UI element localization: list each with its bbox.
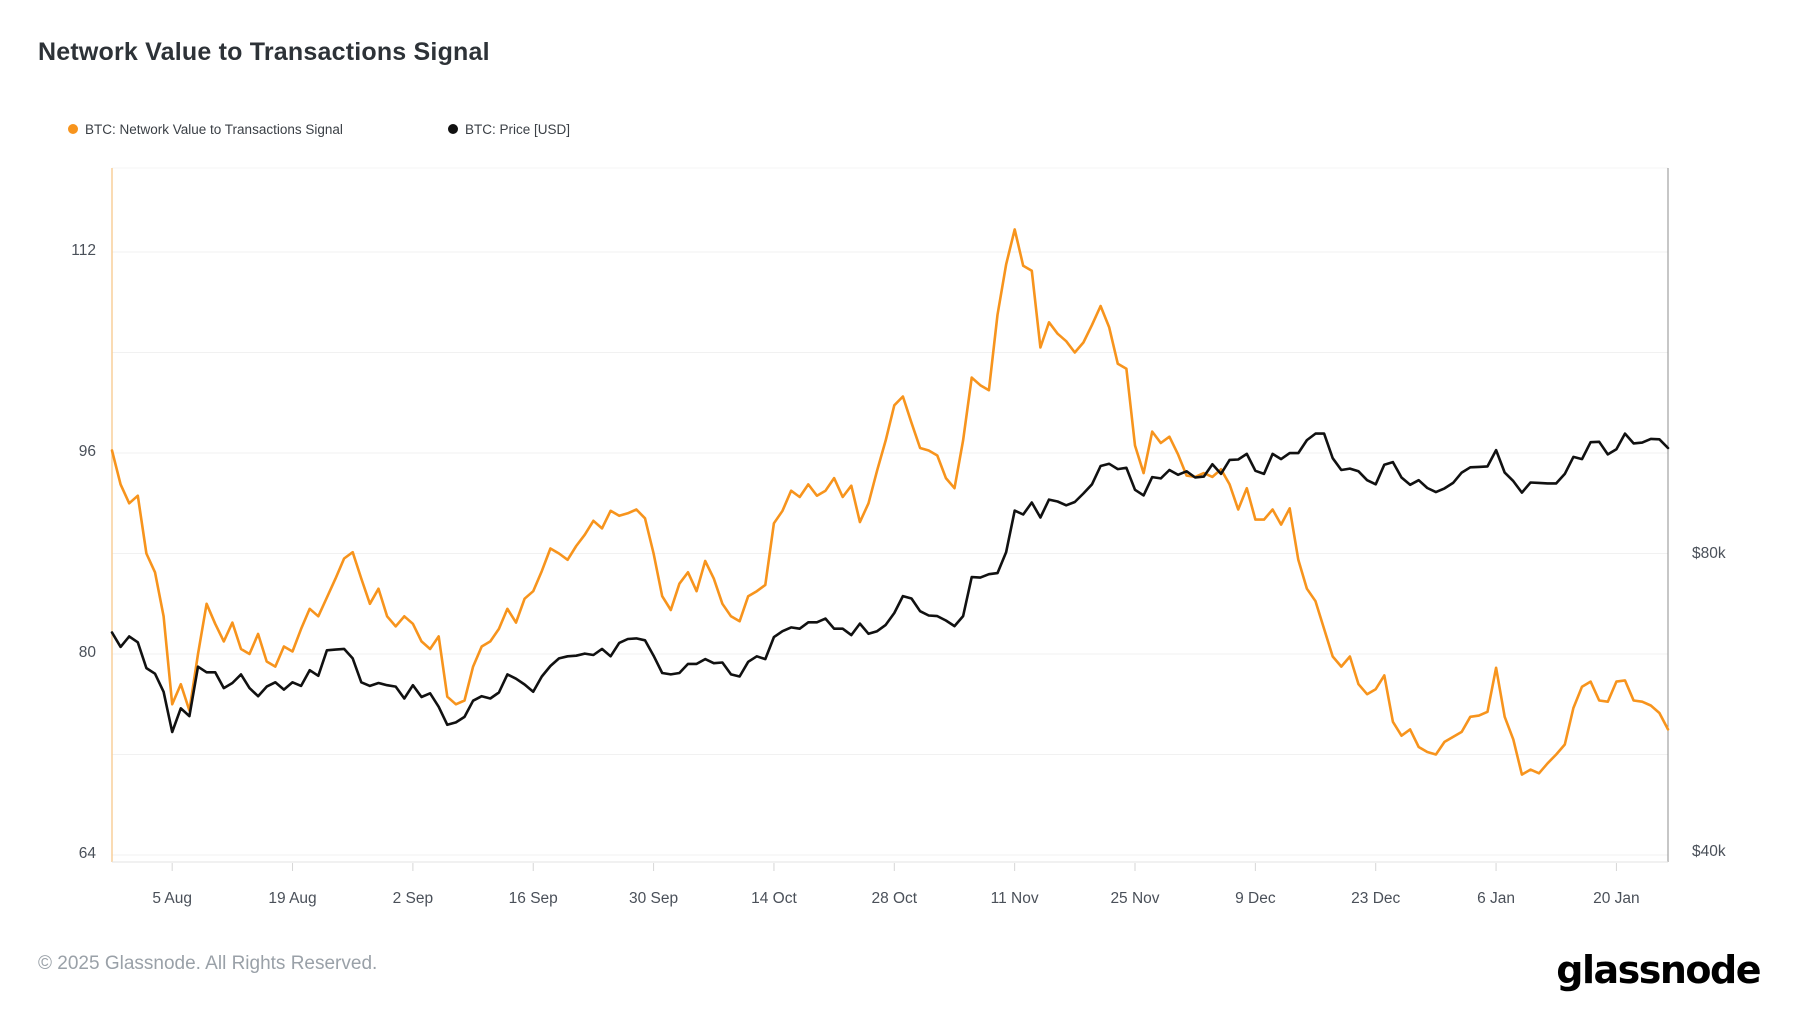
x-tick-label: 2 Sep [392,890,434,907]
y-left-tick-label: 64 [78,845,96,862]
series-line-nvt[interactable] [110,228,1670,776]
chart-legend: BTC: Network Value to Transactions Signa… [0,119,1800,139]
legend-item-price[interactable]: BTC: Price [USD] [448,119,570,139]
legend-label: BTC: Network Value to Transactions Signa… [85,121,343,137]
x-tick-label: 30 Sep [629,890,679,907]
x-tick-label: 9 Dec [1235,890,1276,907]
x-tick-label: 25 Nov [1110,890,1160,907]
glassnode-logo: glassnode [1556,948,1761,992]
y-right-tick-label: $80k [1692,545,1726,562]
x-tick-label: 19 Aug [268,890,317,907]
legend-item-nvt[interactable]: BTC: Network Value to Transactions Signa… [68,119,343,139]
y-left-tick-label: 112 [71,242,96,259]
page-title: Network Value to Transactions Signal [38,38,490,66]
y-left-tick-label: 80 [78,644,96,661]
x-tick-label: 28 Oct [871,890,918,907]
x-tick-label: 5 Aug [152,890,192,907]
series-line-price[interactable] [110,432,1670,734]
x-tick-label: 23 Dec [1351,890,1401,907]
x-tick-label: 20 Jan [1593,890,1640,907]
legend-dot-icon [68,124,78,134]
x-tick-label: 14 Oct [751,890,797,907]
legend-dot-icon [448,124,458,134]
y-right-tick-label: $40k [1692,843,1726,860]
x-tick-label: 16 Sep [508,890,558,907]
y-left-tick-label: 96 [78,443,96,460]
copyright-note: © 2025 Glassnode. All Rights Reserved. [38,953,378,974]
x-tick-label: 6 Jan [1477,890,1516,907]
x-tick-label: 11 Nov [990,890,1039,907]
legend-label: BTC: Price [USD] [465,121,571,137]
